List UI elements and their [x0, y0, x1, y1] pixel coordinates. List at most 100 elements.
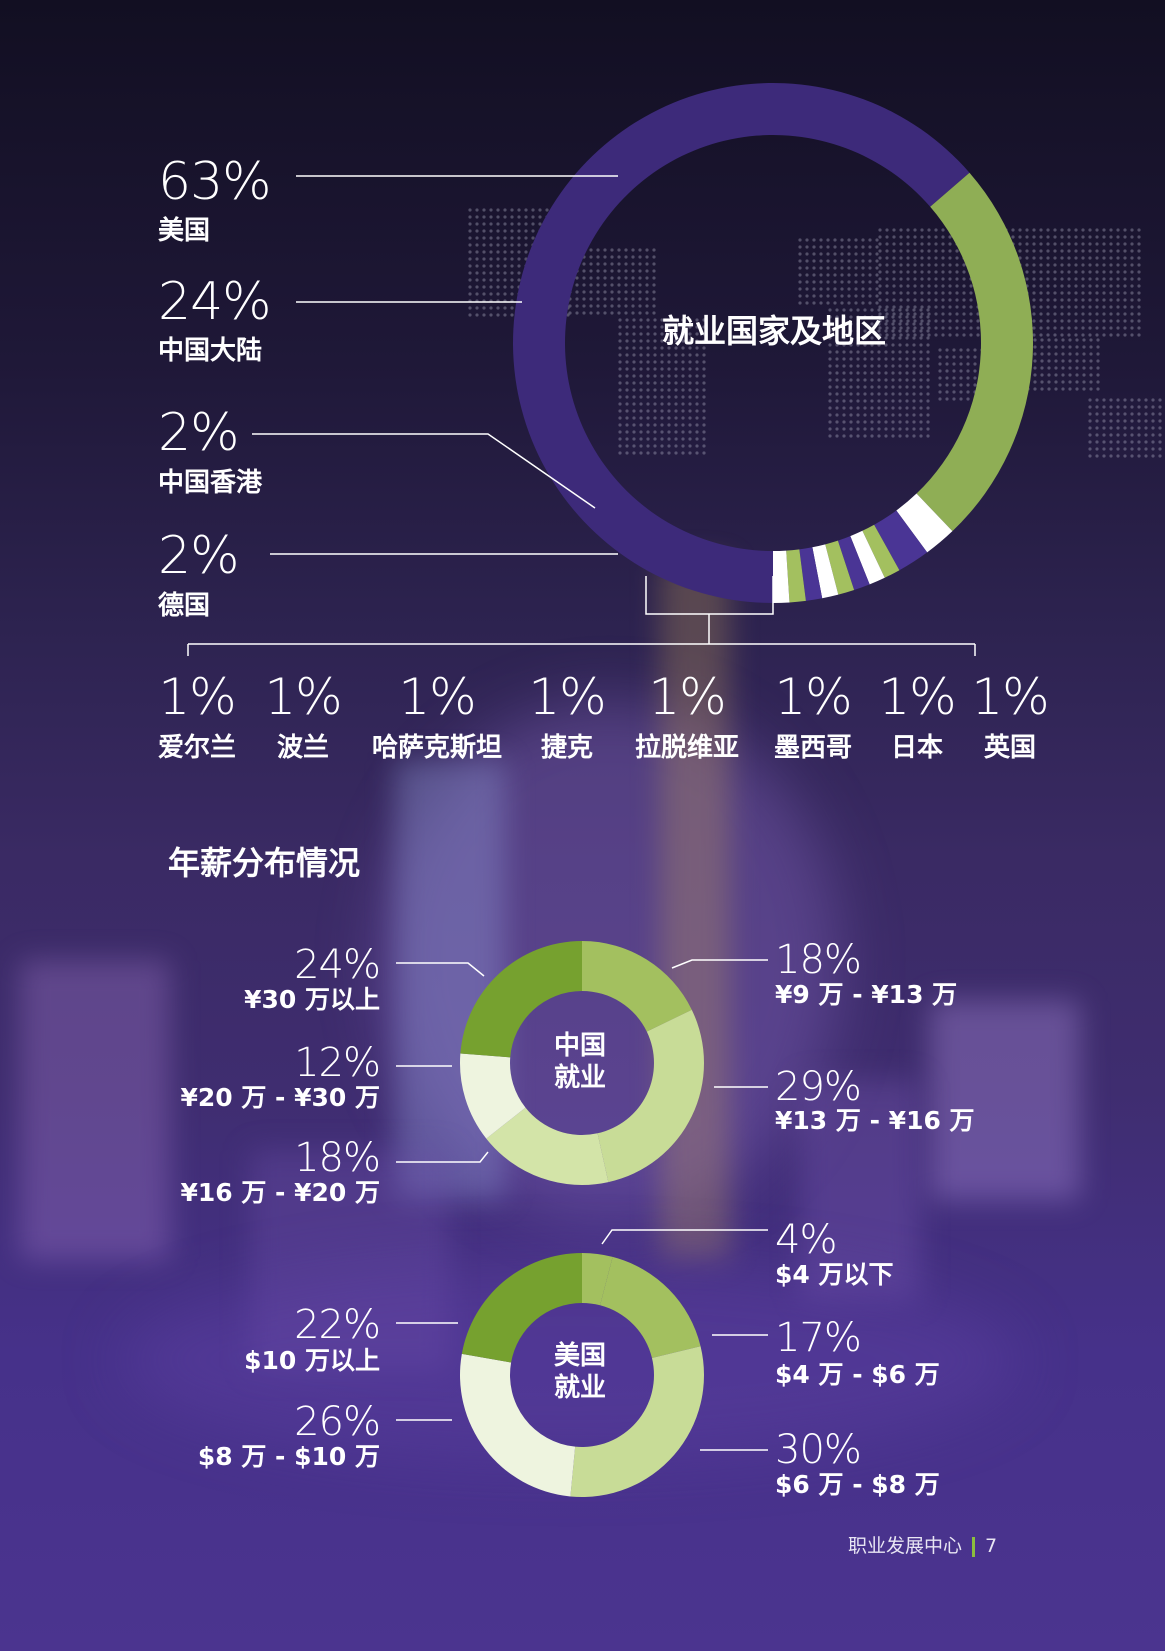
- map-dot: [870, 392, 874, 396]
- map-dot: [632, 318, 636, 322]
- map-dot: [906, 298, 910, 302]
- map-dot: [959, 383, 963, 387]
- map-dot: [1109, 433, 1113, 437]
- map-dot: [646, 423, 650, 427]
- map-dot: [833, 238, 837, 242]
- map-dot: [688, 353, 692, 357]
- map-dot: [1088, 312, 1092, 316]
- map-dot: [660, 402, 664, 406]
- map-dot: [1011, 228, 1015, 232]
- map-dot: [926, 315, 930, 319]
- map-dot: [899, 291, 903, 295]
- map-dot: [667, 444, 671, 448]
- slice-ireland: [862, 524, 900, 578]
- map-dot: [653, 423, 657, 427]
- map-dot: [575, 290, 579, 294]
- map-dot: [646, 339, 650, 343]
- map-dot: [885, 291, 889, 295]
- map-dot: [603, 304, 607, 308]
- map-dot: [1130, 228, 1134, 232]
- map-dot: [1123, 270, 1127, 274]
- map-dot: [681, 423, 685, 427]
- map-dot: [1096, 373, 1100, 377]
- map-dot: [660, 430, 664, 434]
- map-dot: [919, 364, 923, 368]
- map-dot: [1054, 352, 1058, 356]
- map-dot: [618, 451, 622, 455]
- map-dot: [973, 369, 977, 373]
- map-dot: [854, 259, 858, 263]
- map-dot: [667, 416, 671, 420]
- map-dot: [849, 350, 853, 354]
- map-dot: [969, 333, 973, 337]
- map-dot: [531, 236, 535, 240]
- map-dot: [798, 294, 802, 298]
- map-dot: [1095, 326, 1099, 330]
- map-dot: [1053, 235, 1057, 239]
- map-dot: [638, 290, 642, 294]
- map-dot: [926, 350, 930, 354]
- map-dot: [819, 238, 823, 242]
- map-dot: [842, 322, 846, 326]
- map-dot: [868, 301, 872, 305]
- map-dot: [1088, 305, 1092, 309]
- map-dot: [681, 360, 685, 364]
- map-dot: [646, 374, 650, 378]
- map-dot: [610, 304, 614, 308]
- map-dot: [828, 336, 832, 340]
- map-dot: [517, 236, 521, 240]
- map-dot: [1095, 270, 1099, 274]
- map-dot: [941, 319, 945, 323]
- map-dot: [667, 332, 671, 336]
- map-dot: [955, 284, 959, 288]
- map-dot: [856, 427, 860, 431]
- map-dot: [667, 318, 671, 322]
- map-dot: [681, 444, 685, 448]
- map-dot: [885, 326, 889, 330]
- map-dot: [1096, 387, 1100, 391]
- map-dot: [892, 291, 896, 295]
- map-dot: [517, 250, 521, 254]
- map-dot: [798, 238, 802, 242]
- map-dot: [631, 290, 635, 294]
- map-dot: [870, 308, 874, 312]
- map-dot: [959, 369, 963, 373]
- map-dot: [1102, 447, 1106, 451]
- map-dot: [489, 292, 493, 296]
- map-dot: [1102, 398, 1106, 402]
- map-dot: [877, 315, 881, 319]
- category-label-ireland: 爱尔兰: [157, 733, 236, 763]
- map-dot: [1060, 291, 1064, 295]
- map-dot: [1095, 419, 1099, 423]
- map-dot: [926, 343, 930, 347]
- map-dot: [878, 242, 882, 246]
- map-dot: [1102, 412, 1106, 416]
- map-dot: [926, 329, 930, 333]
- map-dot: [863, 315, 867, 319]
- map-dot: [510, 292, 514, 296]
- map-dot: [898, 315, 902, 319]
- map-dot: [1047, 345, 1051, 349]
- map-dot: [927, 284, 931, 288]
- map-dot: [863, 336, 867, 340]
- map-dot: [695, 346, 699, 350]
- map-dot: [646, 437, 650, 441]
- map-dot: [652, 269, 656, 273]
- map-dot: [632, 367, 636, 371]
- map-dot: [695, 395, 699, 399]
- china-label-9-13: ¥9 万 - ¥13 万: [775, 980, 958, 1009]
- map-dot: [667, 395, 671, 399]
- map-dot: [948, 277, 952, 281]
- map-dot: [618, 381, 622, 385]
- category-label-poland: 波兰: [276, 733, 329, 763]
- map-dot: [1095, 284, 1099, 288]
- slice-hk: [896, 493, 953, 553]
- us-donut-center: 美国 就业: [520, 1340, 640, 1404]
- map-dot: [681, 381, 685, 385]
- map-dot: [1089, 352, 1093, 356]
- map-dot: [898, 371, 902, 375]
- map-dot: [1067, 249, 1071, 253]
- map-dot: [966, 369, 970, 373]
- map-dot: [625, 402, 629, 406]
- map-dot: [892, 312, 896, 316]
